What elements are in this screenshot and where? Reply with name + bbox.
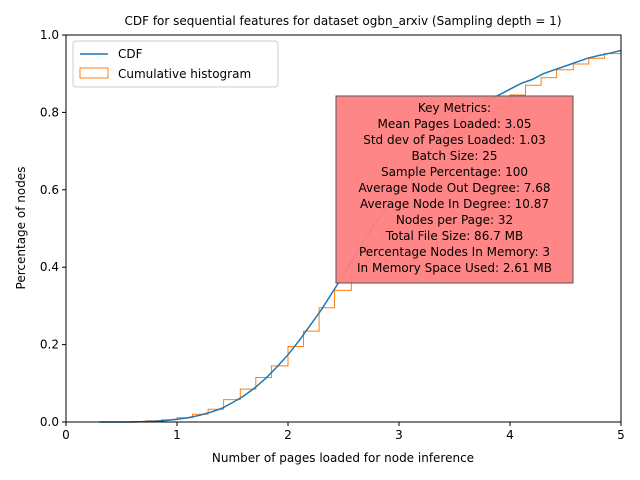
x-tick-label: 4 <box>506 428 514 442</box>
x-axis-label: Number of pages loaded for node inferenc… <box>212 451 474 465</box>
metrics-line: Total File Size: 86.7 MB <box>385 229 523 243</box>
y-tick-label: 0.8 <box>40 105 59 119</box>
x-tick-label: 5 <box>617 428 625 442</box>
legend-cdf-label: CDF <box>118 47 143 61</box>
chart-title: CDF for sequential features for dataset … <box>124 14 561 28</box>
metrics-line: Percentage Nodes In Memory: 3 <box>359 245 550 259</box>
y-axis-label: Percentage of nodes <box>14 167 28 290</box>
metrics-line: Sample Percentage: 100 <box>381 165 528 179</box>
metrics-line: Average Node Out Degree: 7.68 <box>358 181 550 195</box>
legend-histogram-swatch <box>79 67 109 79</box>
y-tick-label: 0.0 <box>40 415 59 429</box>
x-tick-label: 2 <box>284 428 292 442</box>
metrics-line: In Memory Space Used: 2.61 MB <box>357 261 552 275</box>
metrics-annotation: Key Metrics: Mean Pages Loaded: 3.05 Std d… <box>335 95 574 284</box>
metrics-line: Std dev of Pages Loaded: 1.03 <box>363 133 546 147</box>
metrics-line: Key Metrics: <box>418 101 491 115</box>
metrics-line: Average Node In Degree: 10.87 <box>360 197 549 211</box>
metrics-box <box>335 95 574 284</box>
x-tick-label: 1 <box>173 428 181 442</box>
axis-ticks: 0 1 2 3 4 5 0.0 0.2 0.4 0.6 0.8 1.0 <box>40 28 625 442</box>
x-tick-label: 0 <box>62 428 70 442</box>
metrics-line: Mean Pages Loaded: 3.05 <box>378 117 532 131</box>
y-tick-label: 0.6 <box>40 183 59 197</box>
y-tick-label: 1.0 <box>40 28 59 42</box>
metrics-line: Batch Size: 25 <box>411 149 497 163</box>
legend-box <box>72 40 279 88</box>
legend-histogram-label: Cumulative histogram <box>118 67 251 81</box>
metrics-line: Nodes per Page: 32 <box>396 213 513 227</box>
y-tick-label: 0.4 <box>40 260 59 274</box>
axes-frame <box>65 34 622 423</box>
x-tick-label: 3 <box>395 428 403 442</box>
legend: CDF Cumulative histogram <box>72 40 279 88</box>
y-tick-label: 0.2 <box>40 338 59 352</box>
